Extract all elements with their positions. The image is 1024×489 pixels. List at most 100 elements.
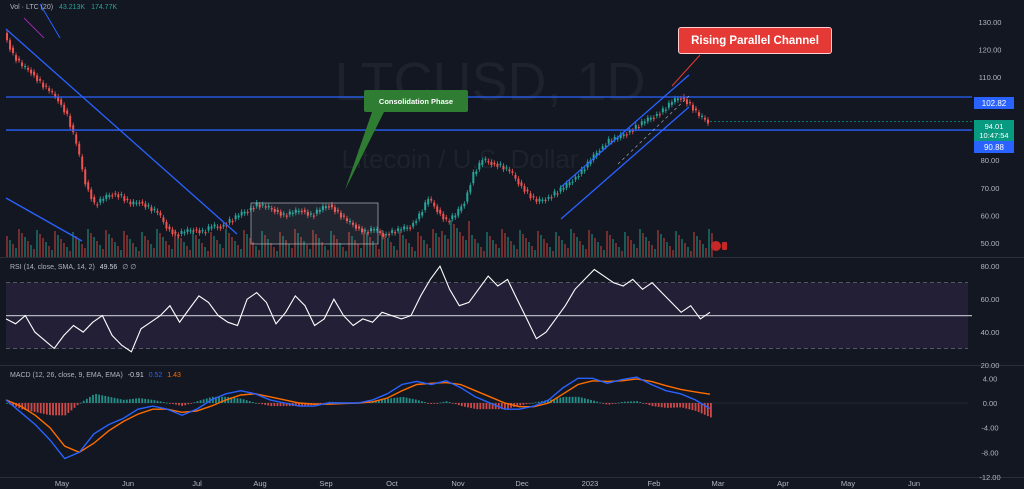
macd-histogram-bar [571, 396, 574, 403]
volume-bar [279, 232, 281, 257]
macd-histogram-bar [491, 403, 494, 410]
macd-histogram-bar [178, 403, 180, 406]
time-tick-1: Jun [122, 479, 134, 488]
volume-bar [708, 229, 710, 257]
candle-body [270, 208, 273, 210]
volume-bar [48, 246, 50, 257]
candle-body [54, 93, 57, 97]
macd-histogram-bar [500, 403, 503, 410]
volume-bar [528, 242, 530, 257]
macd-histogram-bar [52, 403, 54, 416]
candle-body [87, 182, 90, 190]
macd-histogram-bar [623, 401, 626, 403]
candle-body [138, 202, 141, 204]
candle-body [261, 204, 264, 206]
candle-body [571, 181, 574, 183]
rsi-legend: RSI (14, close, SMA, 14, 2) 49.56 ∅ ∅ [10, 263, 136, 271]
volume-bar [540, 235, 542, 257]
rsi-tick-3: 20.00 [981, 361, 1000, 370]
macd-histogram-bar [39, 403, 42, 414]
candle-body [324, 206, 327, 209]
macd-histogram-bar [408, 398, 411, 403]
macd-histogram-bar [436, 403, 439, 404]
volume-bar [564, 244, 566, 257]
candle-body [51, 91, 54, 93]
candle-body [562, 187, 565, 190]
volume-bar [126, 235, 128, 257]
volume-bar [219, 244, 221, 257]
macd-histogram-bar [67, 403, 70, 413]
candle-body [276, 209, 279, 212]
volume-bar [444, 235, 446, 257]
volume-bar [255, 246, 257, 257]
volume-bar [81, 244, 83, 257]
volume-bar [546, 243, 548, 257]
macd-histogram-bar [215, 396, 217, 403]
candle-body [309, 213, 312, 215]
macd-histogram-bar [113, 397, 116, 403]
candle-body [114, 193, 117, 195]
candle-body [676, 98, 679, 101]
macd-histogram-bar [519, 403, 522, 406]
volume-bar [453, 224, 455, 257]
macd-histogram-bar [393, 397, 396, 403]
macd-histogram-bar [417, 400, 420, 403]
candle-body [511, 171, 514, 173]
macd-histogram-bar [30, 403, 33, 412]
volume-bar [570, 229, 572, 257]
candle-body [424, 202, 427, 210]
candle-body [165, 221, 168, 229]
volume-bar [24, 237, 26, 257]
time-tick-10: Mar [712, 479, 725, 488]
candle-body [667, 102, 670, 108]
volume-bar [699, 240, 701, 257]
candle-body [544, 199, 547, 202]
volume-bar [678, 235, 680, 257]
volume-bar [336, 239, 338, 257]
macd-histogram-bar [679, 403, 682, 408]
volume-bar [681, 239, 683, 257]
volume-bar [588, 230, 590, 257]
candle-body [48, 88, 51, 91]
candle-body [60, 99, 63, 105]
macd-histogram-bar [21, 403, 24, 410]
volume-bar [51, 250, 53, 257]
volume-bar [651, 245, 653, 257]
candle-body [183, 232, 186, 234]
volume-bar [507, 237, 509, 257]
price-tick-5: 80.00 [981, 156, 1000, 165]
volume-bar [624, 232, 626, 257]
volume-bar [420, 236, 422, 257]
volume-bar [315, 234, 317, 257]
candle-body [336, 209, 339, 212]
candle-body [469, 185, 472, 193]
support-price-badge: 90.88 [974, 141, 1014, 153]
macd-histogram-bar [577, 396, 580, 403]
candle-body [30, 69, 33, 74]
volume-bar [132, 243, 134, 257]
macd-histogram-bar [70, 403, 73, 411]
volume-bar [660, 234, 662, 257]
time-tick-4: Sep [319, 479, 332, 488]
macd-histogram-bar [377, 400, 380, 403]
candle-body [697, 112, 700, 116]
candle-body [514, 174, 517, 179]
volume-bar [123, 231, 125, 257]
volume-bar [321, 242, 323, 257]
candle-body [6, 32, 8, 41]
volume-bar [369, 237, 371, 257]
candle-body [463, 203, 466, 207]
macd-histogram-bar [233, 397, 236, 403]
volume-bar [84, 248, 86, 257]
candle-body [646, 117, 649, 122]
macd-histogram-bar [242, 399, 245, 403]
volume-bar [276, 251, 278, 257]
volume-bar [579, 241, 581, 257]
candle-body [201, 230, 204, 232]
candle-body [141, 201, 144, 204]
volume-bar [474, 239, 476, 257]
macd-histogram-bar [421, 401, 423, 403]
volume-bar [387, 238, 389, 257]
candle-body [192, 230, 195, 232]
